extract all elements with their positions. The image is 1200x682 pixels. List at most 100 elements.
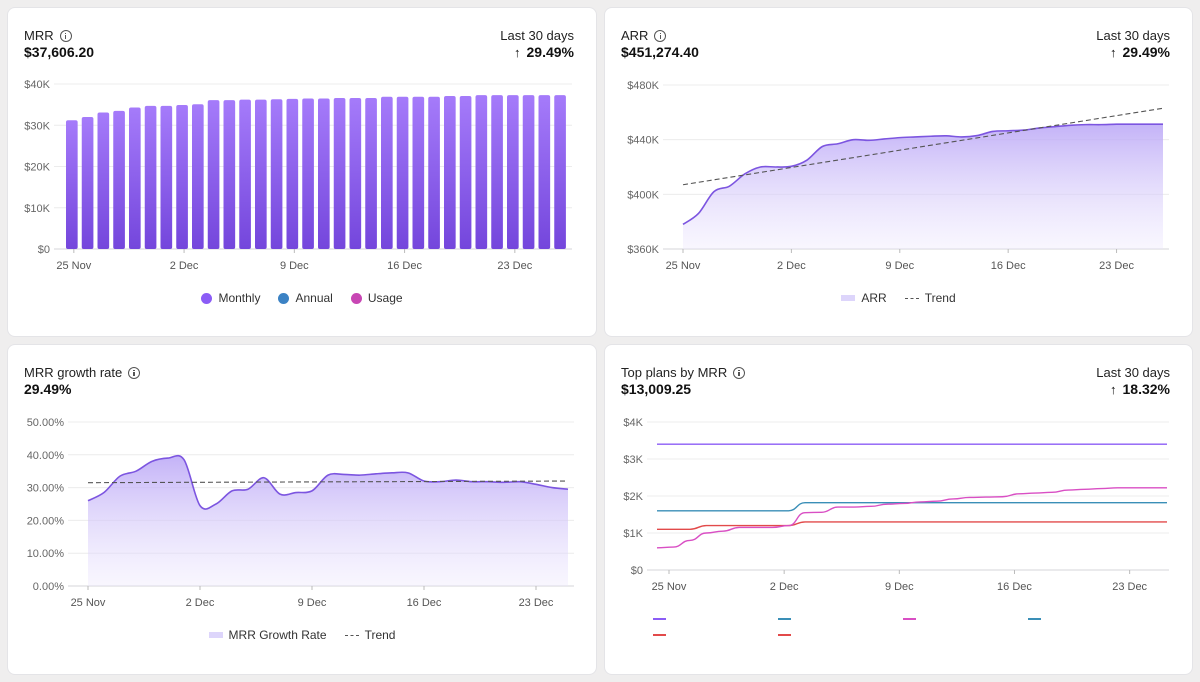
mrr-value: $37,606.20 bbox=[24, 44, 95, 60]
plan-legend-swatch[interactable] bbox=[778, 618, 791, 620]
bar[interactable] bbox=[365, 98, 377, 250]
x-tick-label: 9 Dec bbox=[885, 260, 914, 272]
y-tick-label: $3K bbox=[623, 454, 643, 466]
bar[interactable] bbox=[333, 98, 346, 250]
bar[interactable] bbox=[412, 96, 425, 249]
bar[interactable] bbox=[129, 107, 141, 249]
plan-legend-swatch[interactable] bbox=[778, 634, 791, 636]
trend-line[interactable] bbox=[682, 107, 1164, 186]
arr-value: $451,274.40 bbox=[621, 44, 699, 60]
info-icon[interactable] bbox=[733, 366, 746, 379]
plan-line[interactable] bbox=[656, 487, 1167, 549]
growth-chart: 0.00% 10.00% 20.00% 30.00% 40.00% 50.00% 25 No… bbox=[27, 417, 574, 609]
info-icon[interactable] bbox=[128, 366, 141, 379]
bar[interactable] bbox=[396, 96, 409, 249]
trend-line[interactable] bbox=[87, 480, 569, 484]
bar[interactable] bbox=[286, 98, 299, 249]
plan-legend-swatch[interactable] bbox=[653, 618, 666, 620]
y-tick-label: 20.00% bbox=[27, 515, 65, 527]
bar[interactable] bbox=[113, 110, 125, 249]
arr-period: Last 30 days bbox=[1096, 28, 1170, 43]
arrow-up-icon: ↑ bbox=[1110, 44, 1117, 60]
mrr-card: MRR $37,606.20 Last 30 days ↑ 29.49% $0 $… bbox=[7, 7, 597, 337]
bar[interactable] bbox=[144, 105, 157, 249]
bar[interactable] bbox=[428, 96, 440, 249]
arrow-up-icon: ↑ bbox=[514, 44, 521, 60]
bar[interactable] bbox=[160, 105, 173, 249]
bar[interactable] bbox=[522, 95, 535, 249]
legend-item-monthly[interactable]: Monthly bbox=[201, 291, 260, 305]
series-line[interactable] bbox=[682, 123, 1163, 226]
bar[interactable] bbox=[66, 120, 78, 249]
legend-swatch-growth bbox=[208, 632, 223, 638]
bar[interactable] bbox=[207, 100, 220, 250]
x-tick-label: 23 Dec bbox=[497, 260, 532, 272]
plans-title: Top plans by MRR bbox=[621, 365, 746, 380]
x-tick-label: 25 Nov bbox=[652, 581, 687, 593]
x-tick-label: 25 Nov bbox=[71, 597, 106, 609]
mrr-legend: Monthly Annual Usage bbox=[8, 291, 596, 305]
plan-legend-swatch[interactable] bbox=[653, 634, 666, 636]
y-tick-label: 10.00% bbox=[27, 548, 65, 560]
y-tick-label: $1K bbox=[623, 528, 643, 540]
x-tick-label: 2 Dec bbox=[170, 260, 199, 272]
x-tick-label: 23 Dec bbox=[1099, 260, 1134, 272]
bar[interactable] bbox=[255, 99, 267, 249]
y-tick-label: 0.00% bbox=[33, 581, 64, 593]
bar[interactable] bbox=[176, 105, 188, 249]
x-tick-label: 9 Dec bbox=[885, 581, 914, 593]
arr-card: ARR $451,274.40 Last 30 days ↑ 29.49% $3… bbox=[604, 7, 1193, 337]
legend-item-usage[interactable]: Usage bbox=[350, 291, 403, 305]
x-tick-label: 2 Dec bbox=[186, 597, 215, 609]
bar[interactable] bbox=[381, 96, 393, 249]
legend-item-trend[interactable]: Trend bbox=[904, 291, 956, 305]
bar[interactable] bbox=[270, 99, 283, 249]
y-tick-label: $40K bbox=[24, 79, 50, 91]
bar[interactable] bbox=[81, 117, 94, 249]
bar[interactable] bbox=[507, 95, 519, 249]
legend-item-growth-rate[interactable]: MRR Growth Rate bbox=[208, 628, 327, 642]
info-icon[interactable] bbox=[59, 29, 72, 42]
info-icon[interactable] bbox=[654, 29, 667, 42]
bar[interactable] bbox=[318, 98, 330, 249]
y-tick-label: 50.00% bbox=[27, 417, 65, 429]
x-tick-label: 16 Dec bbox=[991, 260, 1026, 272]
bar[interactable] bbox=[192, 104, 204, 250]
growth-value: 29.49% bbox=[24, 381, 72, 397]
legend-item-annual[interactable]: Annual bbox=[278, 291, 333, 305]
y-tick-label: $10K bbox=[24, 203, 50, 215]
growth-legend: MRR Growth Rate Trend bbox=[8, 628, 596, 642]
bar[interactable] bbox=[349, 98, 362, 250]
bar[interactable] bbox=[459, 95, 472, 250]
y-tick-label: 40.00% bbox=[27, 450, 65, 462]
plan-legend-swatch[interactable] bbox=[1028, 618, 1041, 620]
bar[interactable] bbox=[444, 95, 456, 250]
bar[interactable] bbox=[538, 95, 551, 249]
y-tick-label: $4K bbox=[623, 417, 643, 429]
legend-dot-monthly bbox=[201, 292, 213, 304]
plans-value: $13,009.25 bbox=[621, 381, 692, 397]
mrr-title: MRR bbox=[24, 28, 72, 43]
plan-line[interactable] bbox=[657, 501, 1167, 512]
y-tick-label: $360K bbox=[627, 244, 659, 256]
legend-item-arr[interactable]: ARR bbox=[841, 291, 887, 305]
bar[interactable] bbox=[302, 98, 314, 249]
legend-swatch-arr bbox=[841, 295, 856, 301]
plans-chart: $0 $1K $2K $3K $4K 25 Nov 2 Dec 9 Dec 16 Dec 23 D… bbox=[623, 417, 1169, 593]
bar[interactable] bbox=[491, 95, 503, 249]
y-tick-label: $480K bbox=[627, 80, 659, 92]
y-tick-label: $400K bbox=[627, 189, 659, 201]
legend-dot-usage bbox=[350, 292, 362, 304]
y-tick-label: $20K bbox=[24, 162, 50, 174]
bar[interactable] bbox=[223, 100, 236, 250]
plans-card: Top plans by MRR $13,009.25 Last 30 days… bbox=[604, 344, 1193, 675]
arr-title: ARR bbox=[621, 28, 667, 43]
bar[interactable] bbox=[475, 95, 488, 249]
x-tick-label: 16 Dec bbox=[387, 260, 422, 272]
legend-item-trend[interactable]: Trend bbox=[344, 628, 395, 642]
bar[interactable] bbox=[239, 99, 251, 249]
bar[interactable] bbox=[554, 95, 566, 249]
plan-line[interactable] bbox=[656, 521, 1167, 530]
plan-legend-swatch[interactable] bbox=[903, 618, 916, 620]
bar[interactable] bbox=[97, 112, 110, 250]
